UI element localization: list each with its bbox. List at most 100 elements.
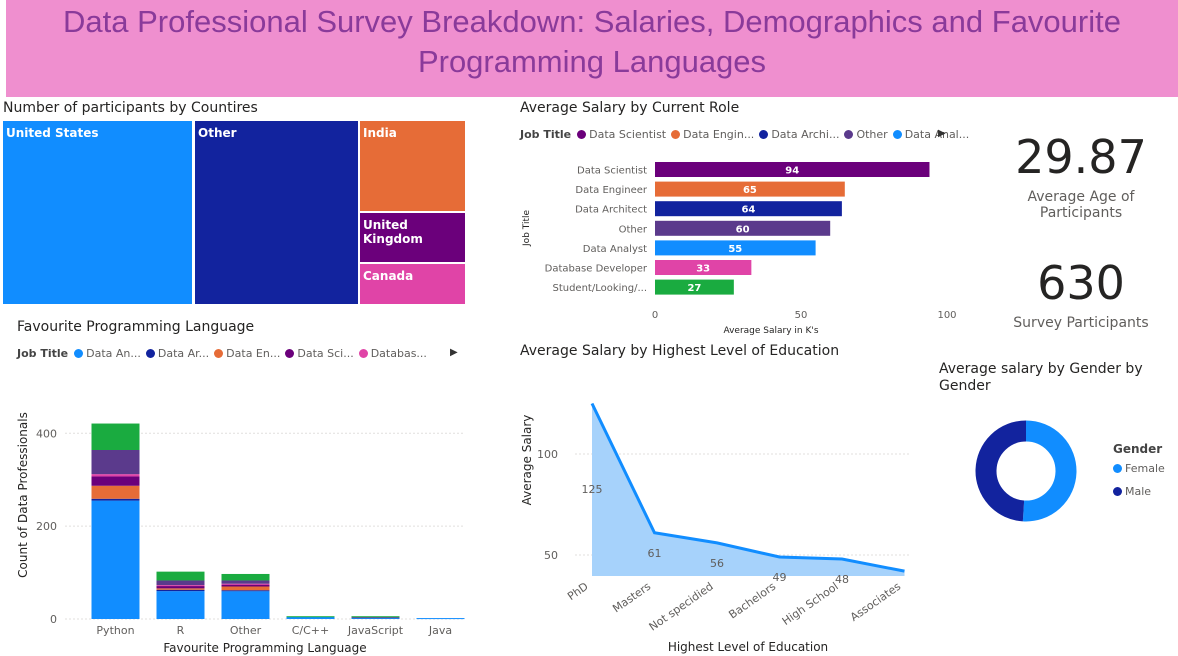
role-bar bbox=[655, 181, 845, 197]
treemap-tile-united-kingdom[interactable]: United Kingdom bbox=[360, 213, 465, 262]
lang-bar-segment bbox=[221, 583, 270, 585]
lang-bar-segment bbox=[156, 586, 205, 589]
legend-item-data-architect[interactable]: Data Archi... bbox=[759, 128, 839, 141]
legend-dot bbox=[671, 130, 681, 139]
lang-bar-segment bbox=[221, 584, 270, 587]
edu-chart-title: Average Salary by Highest Level of Educa… bbox=[520, 343, 840, 359]
role-bar-value-label: 64 bbox=[741, 205, 755, 216]
role-category-label: Other bbox=[619, 224, 648, 235]
lang-bar-segment bbox=[286, 616, 335, 619]
role-bar bbox=[655, 162, 930, 177]
edu-x-tick-label: Not specidied bbox=[647, 580, 716, 634]
legend-item-data-analyst[interactable]: Data An... bbox=[74, 347, 141, 360]
treemap-tile-canada[interactable]: Canada bbox=[360, 264, 465, 304]
legend-title: Job Title bbox=[17, 347, 69, 360]
legend-item-data-engineer[interactable]: Data En... bbox=[214, 347, 280, 360]
lang-bar-segment bbox=[221, 580, 270, 584]
edu-data-label: 125 bbox=[582, 483, 603, 496]
edu-data-label: 49 bbox=[773, 571, 787, 584]
lang-bar-segment bbox=[91, 423, 140, 450]
legend-dot bbox=[844, 130, 854, 139]
lang-bar-segment bbox=[91, 500, 140, 619]
avg-age-label: Average Age of Participants bbox=[1027, 189, 1135, 221]
role-category-label: Data Scientist bbox=[577, 166, 647, 177]
legend-dot bbox=[358, 349, 368, 358]
gender-chart-title: Average salary by Gender by Gender bbox=[939, 361, 1143, 395]
lang-x-axis-title: Favourite Programming Language bbox=[163, 641, 366, 655]
role-bar bbox=[655, 201, 842, 217]
legend-item-data-architect[interactable]: Data Ar... bbox=[145, 347, 209, 360]
lang-bar-segment bbox=[156, 580, 205, 586]
lang-bar-segment bbox=[221, 586, 270, 591]
participants-label: Survey Participants bbox=[1013, 315, 1149, 331]
legend-dot bbox=[1113, 464, 1122, 473]
role-bar bbox=[655, 220, 831, 236]
treemap-tile-india[interactable]: India bbox=[360, 121, 465, 211]
treemap-title: Number of participants by Countires bbox=[3, 100, 258, 116]
legend-dot bbox=[1113, 487, 1122, 496]
legend-item-data-engineer[interactable]: Data Engin... bbox=[671, 128, 754, 141]
treemap-tile-united-states[interactable]: United States bbox=[3, 121, 192, 304]
lang-chart-legend: Job Title Data An... Data Ar... Data En.… bbox=[17, 347, 432, 360]
lang-y-axis-title: Count of Data Professionals bbox=[16, 412, 30, 578]
edu-x-tick-label: Associates bbox=[848, 580, 903, 624]
lang-bar-segment bbox=[156, 585, 205, 587]
legend-dot bbox=[759, 130, 769, 139]
lang-bar-segment bbox=[416, 618, 465, 620]
legend-item-data-analyst[interactable]: Data Anal... bbox=[892, 128, 969, 141]
lang-x-tick-label: Java bbox=[428, 624, 452, 637]
edu-area-fill bbox=[592, 403, 905, 576]
edu-x-tick-label: Bachelors bbox=[726, 580, 778, 622]
gender-title-line2: Gender bbox=[939, 378, 991, 394]
lang-bar-segment bbox=[91, 476, 140, 486]
legend-item-male[interactable]: Male bbox=[1113, 485, 1151, 498]
legend-dot bbox=[892, 130, 902, 139]
role-x-axis-title: Average Salary in K's bbox=[723, 326, 818, 336]
role-bar bbox=[655, 279, 734, 295]
edu-x-tick-label: High School bbox=[780, 580, 841, 628]
lang-bar-segment bbox=[156, 589, 205, 592]
role-bar-value-label: 65 bbox=[743, 185, 757, 196]
role-chart-legend: Job Title Data Scientist Data Engin... D… bbox=[520, 128, 974, 141]
lang-stacked-bar-chart[interactable]: 0 200 400 Python R Other C/C++ JavaScript Java Fa… bbox=[10, 395, 470, 655]
legend-dot bbox=[145, 349, 155, 358]
gender-donut-slice-female bbox=[1022, 420, 1077, 522]
lang-bar-segment bbox=[221, 590, 270, 592]
legend-item-data-scientist[interactable]: Data Sci... bbox=[285, 347, 354, 360]
legend-item-other[interactable]: Other bbox=[844, 128, 888, 141]
lang-bar-segment bbox=[91, 450, 140, 475]
lang-bar-segment bbox=[91, 474, 140, 477]
gender-donut-chart[interactable] bbox=[965, 410, 1090, 535]
role-category-label: Database Developer bbox=[545, 264, 648, 275]
role-bar-value-label: 60 bbox=[736, 224, 750, 235]
role-x-tick-label: 100 bbox=[937, 310, 956, 321]
role-bar-value-label: 94 bbox=[785, 166, 799, 177]
country-treemap[interactable]: United States Other India United Kingdom… bbox=[3, 121, 466, 305]
legend-item-database-developer[interactable]: Databas... bbox=[358, 347, 427, 360]
lang-bar-segment bbox=[91, 498, 140, 501]
legend-next-arrow-icon[interactable]: ▶ bbox=[450, 347, 458, 358]
participants-value: 630 bbox=[1037, 256, 1125, 310]
lang-bar-segment bbox=[351, 617, 400, 619]
role-bar bbox=[655, 260, 752, 275]
legend-next-arrow-icon[interactable]: ▶ bbox=[938, 128, 946, 139]
treemap-tile-other[interactable]: Other bbox=[195, 121, 358, 304]
legend-dot bbox=[577, 130, 587, 139]
edu-x-tick-label: Masters bbox=[610, 580, 653, 616]
edu-line bbox=[590, 402, 905, 573]
edu-x-axis-title: Highest Level of Education bbox=[668, 640, 828, 654]
role-category-label: Data Architect bbox=[575, 205, 647, 216]
role-bar-chart[interactable]: Data Scientist 94 Data Engineer 65 Data Arch… bbox=[515, 150, 965, 340]
header-banner bbox=[6, 0, 1178, 97]
lang-bar-segment bbox=[91, 485, 140, 499]
legend-item-female[interactable]: Female bbox=[1113, 462, 1165, 475]
edu-data-label: 61 bbox=[648, 547, 662, 560]
role-category-label: Student/Looking/... bbox=[552, 283, 647, 294]
role-category-label: Data Analyst bbox=[583, 244, 647, 255]
legend-item-data-scientist[interactable]: Data Scientist bbox=[577, 128, 666, 141]
gender-donut-slice-male bbox=[975, 420, 1027, 522]
lang-bar-segment bbox=[221, 573, 270, 581]
legend-dot bbox=[214, 349, 224, 358]
gender-legend-title: Gender bbox=[1113, 442, 1163, 456]
